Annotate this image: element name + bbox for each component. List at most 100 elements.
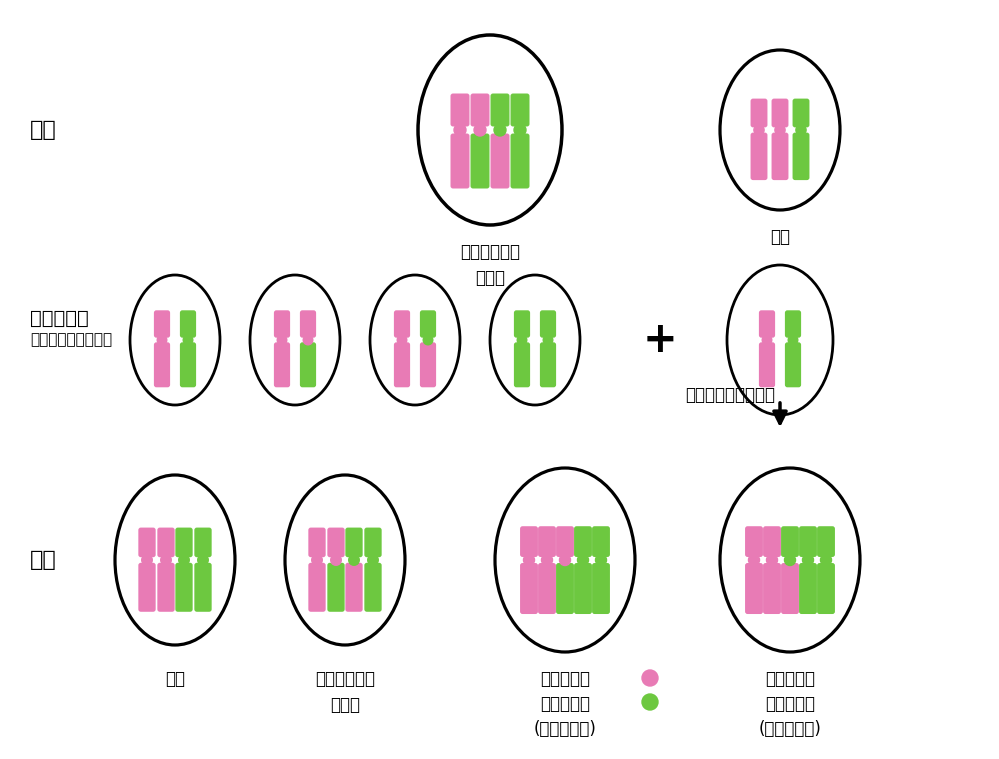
FancyBboxPatch shape <box>491 134 509 188</box>
Circle shape <box>312 555 323 565</box>
Circle shape <box>784 555 795 565</box>
FancyBboxPatch shape <box>138 562 156 612</box>
Circle shape <box>198 555 208 565</box>
Circle shape <box>523 555 534 565</box>
Circle shape <box>762 335 772 345</box>
FancyBboxPatch shape <box>176 528 193 557</box>
Text: 夫婦: 夫婦 <box>30 120 57 140</box>
Circle shape <box>788 335 798 345</box>
FancyBboxPatch shape <box>750 99 767 128</box>
FancyBboxPatch shape <box>300 342 316 387</box>
Circle shape <box>349 555 360 565</box>
Text: 正常: 正常 <box>165 670 185 688</box>
FancyBboxPatch shape <box>420 310 437 338</box>
Circle shape <box>183 335 193 345</box>
FancyBboxPatch shape <box>451 134 470 188</box>
FancyBboxPatch shape <box>539 310 556 338</box>
FancyBboxPatch shape <box>817 526 835 557</box>
FancyBboxPatch shape <box>394 342 411 387</box>
FancyBboxPatch shape <box>195 562 212 612</box>
FancyBboxPatch shape <box>574 563 592 614</box>
FancyBboxPatch shape <box>759 310 775 338</box>
FancyBboxPatch shape <box>520 563 537 614</box>
FancyBboxPatch shape <box>346 528 363 557</box>
FancyBboxPatch shape <box>309 562 326 612</box>
FancyBboxPatch shape <box>471 93 490 127</box>
Circle shape <box>157 335 167 345</box>
FancyBboxPatch shape <box>328 562 345 612</box>
FancyBboxPatch shape <box>154 342 170 387</box>
FancyBboxPatch shape <box>771 133 788 180</box>
Circle shape <box>748 555 759 565</box>
FancyBboxPatch shape <box>759 342 775 387</box>
Circle shape <box>331 555 342 565</box>
Circle shape <box>161 555 171 565</box>
FancyBboxPatch shape <box>176 562 193 612</box>
Circle shape <box>754 125 764 135</box>
Circle shape <box>543 335 552 345</box>
Circle shape <box>517 335 526 345</box>
FancyBboxPatch shape <box>346 562 363 612</box>
FancyBboxPatch shape <box>538 563 555 614</box>
Circle shape <box>398 335 407 345</box>
FancyBboxPatch shape <box>745 563 763 614</box>
FancyBboxPatch shape <box>539 342 556 387</box>
FancyBboxPatch shape <box>195 528 212 557</box>
FancyBboxPatch shape <box>763 526 781 557</box>
Text: 胚胎: 胚胎 <box>30 550 57 570</box>
FancyBboxPatch shape <box>300 310 316 338</box>
FancyBboxPatch shape <box>394 310 411 338</box>
FancyBboxPatch shape <box>513 342 530 387</box>
FancyBboxPatch shape <box>592 563 610 614</box>
Circle shape <box>368 555 379 565</box>
FancyBboxPatch shape <box>792 99 809 128</box>
FancyBboxPatch shape <box>328 528 345 557</box>
FancyBboxPatch shape <box>785 310 801 338</box>
Text: 減數分裂後的可能性: 減數分裂後的可能性 <box>30 332 112 348</box>
FancyBboxPatch shape <box>510 93 529 127</box>
FancyBboxPatch shape <box>451 93 470 127</box>
Circle shape <box>474 124 486 136</box>
FancyBboxPatch shape <box>365 528 382 557</box>
FancyBboxPatch shape <box>471 134 490 188</box>
FancyBboxPatch shape <box>513 310 530 338</box>
FancyBboxPatch shape <box>592 526 610 557</box>
FancyBboxPatch shape <box>365 562 382 612</box>
Circle shape <box>454 124 466 136</box>
FancyBboxPatch shape <box>799 563 817 614</box>
FancyBboxPatch shape <box>309 528 326 557</box>
FancyBboxPatch shape <box>157 562 175 612</box>
FancyBboxPatch shape <box>781 563 799 614</box>
FancyBboxPatch shape <box>750 133 767 180</box>
Circle shape <box>642 670 658 686</box>
Circle shape <box>642 694 658 710</box>
FancyBboxPatch shape <box>154 310 170 338</box>
FancyBboxPatch shape <box>792 133 809 180</box>
FancyBboxPatch shape <box>785 342 801 387</box>
Text: 部份單倍體
部份三倍體
(不平衡易位): 部份單倍體 部份三倍體 (不平衡易位) <box>758 670 821 738</box>
Circle shape <box>775 125 785 135</box>
FancyBboxPatch shape <box>420 342 437 387</box>
FancyBboxPatch shape <box>799 526 817 557</box>
FancyBboxPatch shape <box>274 342 290 387</box>
Circle shape <box>179 555 189 565</box>
Text: 平衡相互易位
攜帶者: 平衡相互易位 攜帶者 <box>460 243 520 288</box>
Circle shape <box>494 124 506 136</box>
FancyBboxPatch shape <box>520 526 537 557</box>
FancyBboxPatch shape <box>763 563 781 614</box>
FancyBboxPatch shape <box>538 526 555 557</box>
Circle shape <box>304 335 313 345</box>
Circle shape <box>820 555 831 565</box>
FancyBboxPatch shape <box>574 526 592 557</box>
FancyBboxPatch shape <box>138 528 156 557</box>
FancyBboxPatch shape <box>274 310 290 338</box>
Text: 平衡相互易位
攜帶者: 平衡相互易位 攜帶者 <box>315 670 375 714</box>
Circle shape <box>766 555 777 565</box>
Circle shape <box>796 125 806 135</box>
Text: 正常: 正常 <box>770 228 790 246</box>
Circle shape <box>802 555 813 565</box>
Circle shape <box>142 555 152 565</box>
FancyBboxPatch shape <box>556 526 574 557</box>
FancyBboxPatch shape <box>781 526 799 557</box>
FancyBboxPatch shape <box>157 528 175 557</box>
